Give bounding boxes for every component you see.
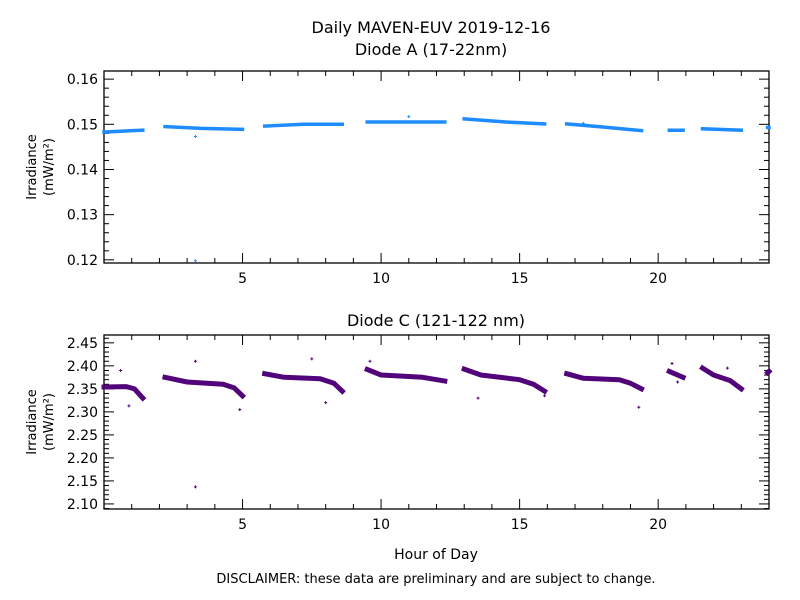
diode-c-x-tick-label: 20 [649,517,667,533]
diode-a-data-segment [564,122,644,133]
chart-title: Daily MAVEN-EUV 2019-12-16 [312,18,551,37]
diode-a-x-tick-label: 20 [649,271,667,287]
diode-a-y-tick-label: 0.14 [67,162,98,178]
x-axis-label: Hour of Day [394,547,478,563]
diode-c-data-segment [666,368,687,381]
diode-a-y-tick-label: 0.12 [67,253,98,269]
diode-a-y-tick-label: 0.16 [67,72,98,88]
diode-c-outlier-point [670,362,674,366]
diode-a-y-axis-units: (mW/m²) [42,138,57,196]
diode-c-x-tick-label: 5 [238,517,247,533]
diode-c-data-segment [363,366,448,384]
diode-c-outlier-point [476,396,480,400]
diode-c-x-tick-label: 15 [511,517,529,533]
diode-a-y-tick-label: 0.15 [67,117,98,133]
diode-c-y-tick-label: 2.35 [67,382,98,398]
diode-c-data-segment [261,370,346,395]
diode-c-data-segment [461,365,549,395]
diode-c-y-tick-label: 2.25 [67,428,98,444]
diode-c-x-tick-label: 10 [372,517,390,533]
diode-a-x-tick-label: 10 [372,271,390,287]
diode-c-title: Diode C (121-122 nm) [347,311,525,330]
diode-c-outlier-point [543,394,547,398]
diode-c-outlier-point [193,359,197,363]
diode-c-data-segment [101,384,147,402]
diode-a-x-tick-label: 15 [511,271,529,287]
diode-c-outlier-point [119,368,123,372]
diode-c-outlier-point [368,359,372,363]
diode-c-data-segment [563,370,645,393]
diode-a-x-tick-label: 5 [238,271,247,287]
diode-c-outlier-point [238,408,242,412]
diode-c-outlier-point [676,380,680,384]
diode-c-data-segment [699,364,745,393]
diode-a-panel: 5 10 15 20 0.12 0.13 0.14 0.15 0.16 Irradiance (mW… [25,70,771,287]
diode-c-outlier-point [193,485,197,489]
diode-a-data-segment [262,122,345,128]
diode-a-outlier-point [407,115,411,119]
diode-a-data-segment [700,126,744,133]
disclaimer: DISCLAIMER: these data are preliminary a… [216,572,655,587]
diode-c-outlier-point [637,405,641,409]
diode-c-y-tick-label: 2.15 [67,474,98,490]
diode-c-y-axis-units: (mW/m²) [42,393,57,451]
diode-a-y-axis-label: Irradiance [25,134,40,199]
diode-c-outlier-point [324,401,328,405]
diode-a-series [102,115,771,263]
diode-a-outlier-point [581,121,585,125]
diode-a-outlier-point [193,135,197,139]
diode-a-data-segment [462,117,547,126]
diode-c-y-axis-label: Irradiance [25,389,40,454]
diode-c-outlier-point [127,404,131,408]
diode-c-y-tick-label: 2.30 [67,405,98,421]
diode-c-y-tick-label: 2.20 [67,451,98,467]
diode-a-data-segment [163,124,245,132]
diode-c-y-tick-label: 2.10 [67,497,98,513]
diode-c-series [101,357,773,489]
diode-a-outlier-point [193,259,197,263]
diode-c-data-segment [764,367,773,377]
diode-c-plot-frame [103,334,770,510]
diode-c-data-segment [162,374,247,400]
diode-c-y-tick-label: 2.40 [67,359,98,375]
diode-a-title: Diode A (17-22nm) [355,40,507,59]
diode-a-plot-frame [103,70,770,264]
diode-a-y-tick-label: 0.13 [67,208,98,224]
diode-c-outlier-point [310,357,314,361]
diode-c-outlier-point [725,366,729,370]
diode-c-panel: 5 10 15 20 2.10 2.15 2.20 2.25 2.30 2.35 2.40 2.45 I… [25,334,773,533]
diode-a-data-segment [102,128,145,134]
diode-c-y-tick-label: 2.45 [67,336,98,352]
